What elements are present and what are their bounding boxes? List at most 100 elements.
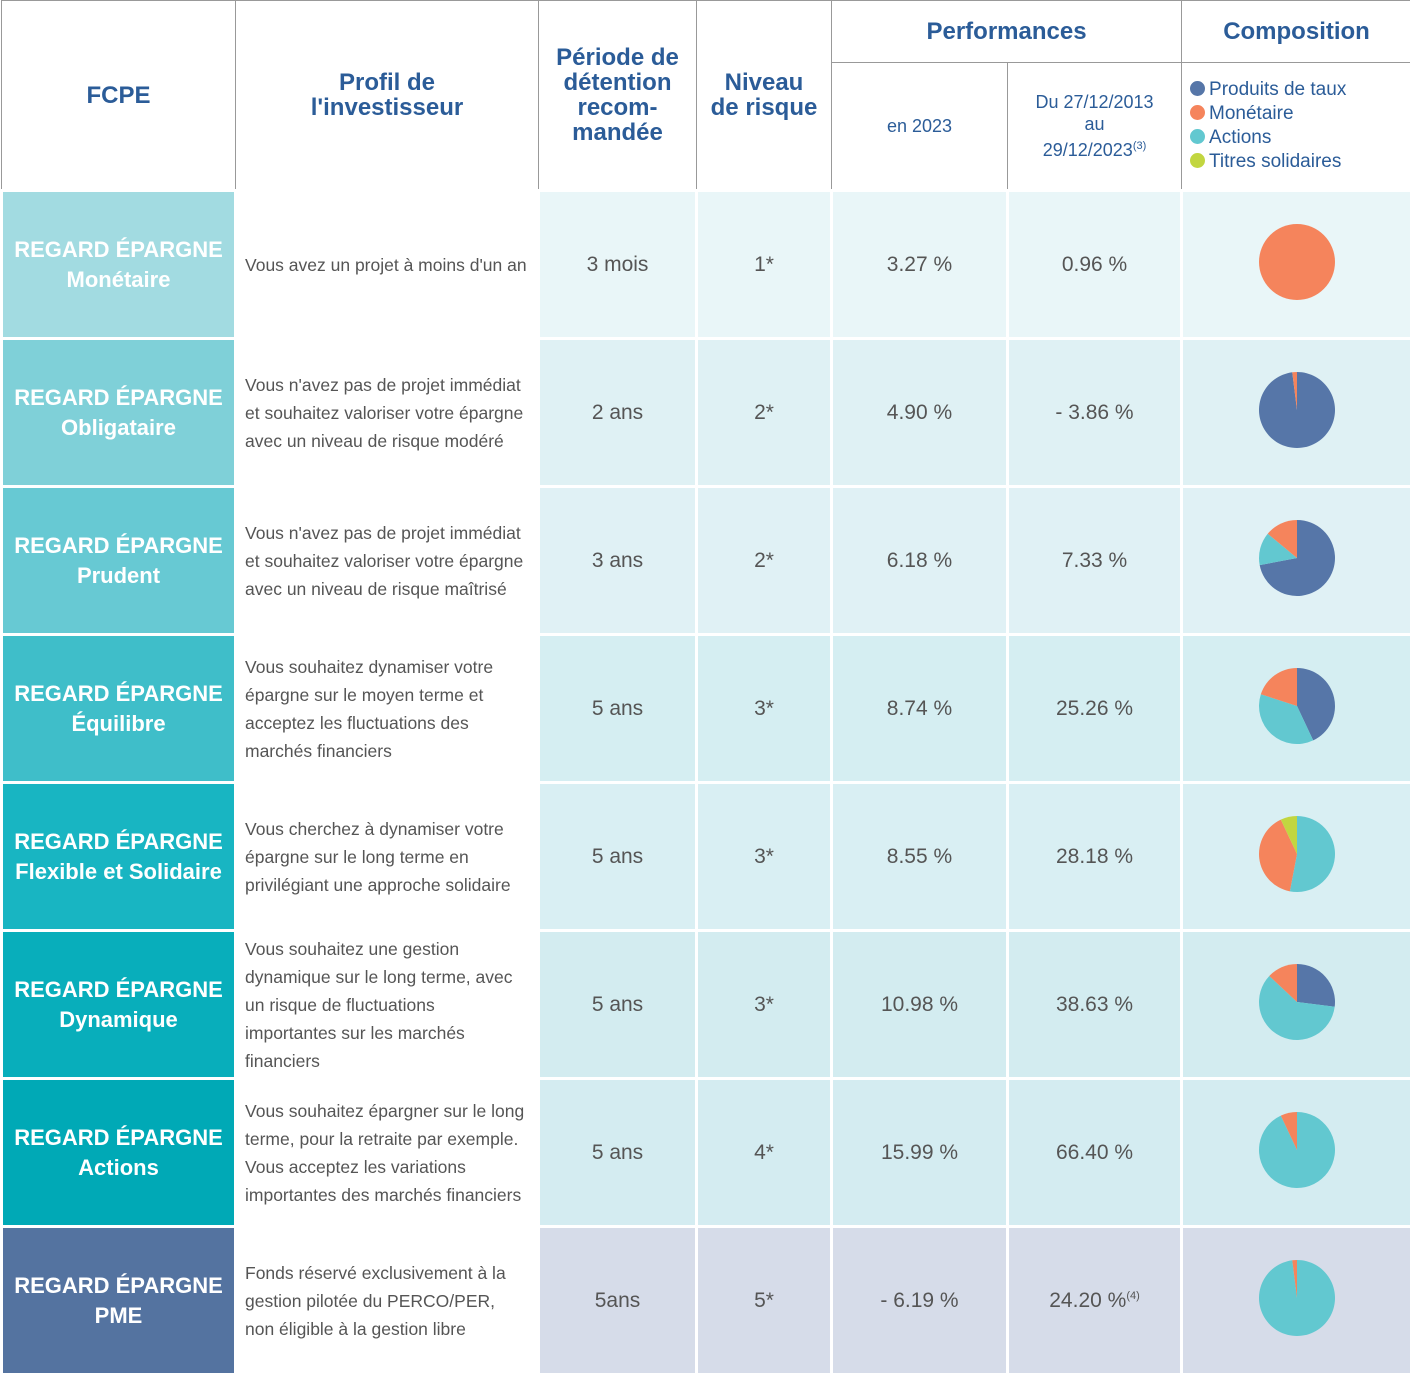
perf-year-cell: 8.74 % [830, 633, 1009, 784]
legend-dot [1190, 105, 1206, 120]
pie-chart [1258, 223, 1335, 300]
perf-year-cell: 3.27 % [830, 189, 1009, 340]
pie-chart [1258, 371, 1335, 448]
header-risk: Niveau de risque [696, 0, 832, 191]
profile-cell: Fonds réservé exclusivement à la gestion… [234, 1225, 540, 1376]
fund-cell: REGARD ÉPARGNE Actions [0, 1077, 237, 1228]
period: 3 mois [586, 252, 649, 276]
pie-slice [1258, 819, 1297, 891]
pie-slice [1258, 975, 1335, 1040]
pie-slice [1258, 693, 1313, 744]
composition-cell [1180, 781, 1410, 932]
profile-cell: Vous cherchez à dynamiser votre épargne … [234, 781, 540, 932]
composition-cell [1180, 485, 1410, 636]
fund-cell: REGARD ÉPARGNE Prudent [0, 485, 237, 636]
text: 29/12/2023 [1042, 140, 1133, 160]
profile-text: Vous n'avez pas de projet immédiat et so… [245, 374, 524, 451]
legend-item: Produits de taux [1190, 78, 1410, 102]
period: 5 ans [591, 992, 644, 1016]
text: l'investisseur [310, 94, 464, 121]
text: FCPE [86, 81, 151, 109]
pie-chart [1258, 1259, 1335, 1336]
risk-cell: 4* [695, 1077, 833, 1228]
pie-slice [1258, 223, 1335, 300]
fund-name: REGARD ÉPARGNE [14, 680, 223, 706]
risk: 2* [754, 548, 774, 572]
perf-year-cell: 10.98 % [830, 929, 1009, 1080]
fund-cell: REGARD ÉPARGNE Monétaire [0, 189, 237, 340]
profile-cell: Vous avez un projet à moins d'un an [234, 189, 540, 340]
risk-cell: 2* [695, 485, 833, 636]
pie-slice [1296, 667, 1335, 740]
pie-chart [1258, 963, 1335, 1040]
header-performances: Performances [830, 0, 1183, 63]
row: REGARD ÉPARGNE Actions Vous souhaitez épar… [0, 1077, 1410, 1228]
fund-cell: REGARD ÉPARGNE Flexible et Solidaire [0, 781, 237, 932]
period-cell: 5 ans [537, 633, 698, 784]
perf-year-cell: 6.18 % [830, 485, 1009, 636]
profile-text: Vous souhaitez épargner sur le long term… [245, 1100, 525, 1205]
perf-year: 15.99 % [880, 1140, 959, 1164]
profile-text: Vous cherchez à dynamiser votre épargne … [245, 818, 511, 895]
perf-since: 24.20 % [1049, 1288, 1127, 1312]
footnote: (4) [1126, 1289, 1140, 1302]
composition-cell [1180, 1077, 1410, 1228]
text: Composition [1223, 18, 1370, 45]
risk: 3* [754, 844, 774, 868]
period: 3 ans [591, 548, 644, 572]
pie-slice [1268, 963, 1297, 1002]
row: REGARD ÉPARGNE Équilibre Vous souhaitez dy… [0, 633, 1410, 784]
legend-label: Monétaire [1209, 103, 1294, 124]
legend-item: Monétaire [1190, 102, 1410, 126]
period: 5 ans [591, 1140, 644, 1164]
text: Performances [926, 18, 1087, 45]
perf-since-cell: 24.20 %(4) [1005, 1225, 1184, 1376]
period: 5 ans [591, 696, 644, 720]
period: 5ans [594, 1288, 641, 1312]
profile-text: Vous n'avez pas de projet immédiat et so… [245, 522, 524, 599]
period-cell: 5 ans [537, 929, 698, 1080]
text: détention [563, 69, 672, 96]
perf-since: 28.18 % [1055, 844, 1134, 868]
profile-text: Vous avez un projet à moins d'un an [245, 254, 527, 275]
perf-since: 7.33 % [1061, 548, 1128, 572]
row: REGARD ÉPARGNE PME Fonds réservé exclusive… [0, 1225, 1410, 1376]
perf-since: - 3.86 % [1055, 400, 1134, 424]
period: 5 ans [591, 844, 644, 868]
text: au [1084, 114, 1105, 134]
pie-slice [1291, 1259, 1297, 1298]
fund-name: REGARD ÉPARGNE [14, 384, 223, 410]
risk: 5* [754, 1288, 774, 1312]
fund-name: REGARD ÉPARGNE [14, 1272, 223, 1298]
header-period: Période de détention recom-mandée [538, 0, 697, 191]
perf-since: 25.26 % [1055, 696, 1134, 720]
fund-subname: Dynamique [59, 1006, 178, 1032]
perf-since-cell: 25.26 % [1005, 633, 1184, 784]
pie-slice [1267, 519, 1297, 558]
risk-cell: 1* [695, 189, 833, 340]
perf-since-cell: 7.33 % [1005, 485, 1184, 636]
perf-year: 10.98 % [880, 992, 959, 1016]
period-cell: 5 ans [537, 781, 698, 932]
fund-subname: Flexible et Solidaire [15, 858, 222, 884]
perf-year: 4.90 % [886, 400, 953, 424]
risk: 2* [754, 400, 774, 424]
header-perf-year: en 2023 [831, 62, 1008, 191]
risk-cell: 3* [695, 929, 833, 1080]
profile-cell: Vous n'avez pas de projet immédiat et so… [234, 485, 540, 636]
perf-year: 8.74 % [886, 696, 953, 720]
row: REGARD ÉPARGNE Obligataire Vous n'avez pas… [0, 337, 1410, 488]
fund-subname: Obligataire [61, 414, 176, 440]
row: REGARD ÉPARGNE Monétaire Vous avez un proj… [0, 189, 1410, 340]
legend-label: Titres solidaires [1209, 151, 1342, 172]
pie-chart [1258, 519, 1335, 596]
perf-year-cell: 15.99 % [830, 1077, 1009, 1228]
composition-cell [1180, 1225, 1410, 1376]
perf-since: 66.40 % [1055, 1140, 1134, 1164]
fund-cell: REGARD ÉPARGNE Dynamique [0, 929, 237, 1080]
fund-name: REGARD ÉPARGNE [14, 976, 223, 1002]
pie-chart [1258, 815, 1335, 892]
perf-since-cell: 66.40 % [1005, 1077, 1184, 1228]
composition-cell [1180, 633, 1410, 784]
text: Du 27/12/2013 [1035, 92, 1154, 112]
